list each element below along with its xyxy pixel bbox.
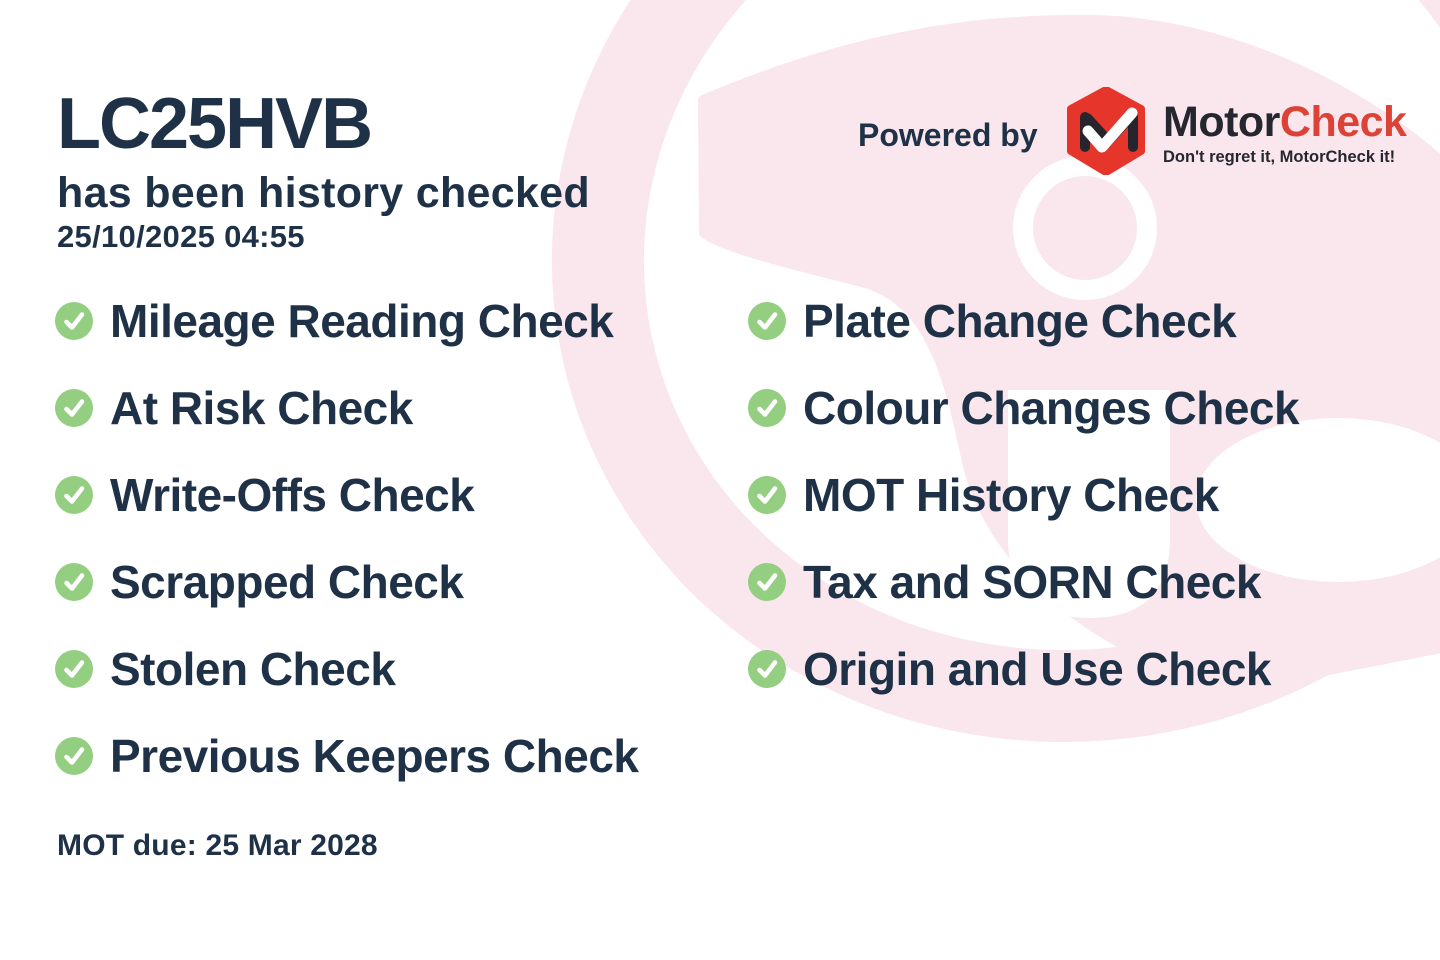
check-circle-icon [55, 562, 93, 601]
check-list-item: Tax and SORN Check [748, 538, 1299, 625]
checklist-left-column: Mileage Reading Check At Risk Check Writ… [55, 277, 639, 799]
check-circle-icon [748, 388, 786, 427]
check-circle-icon [748, 649, 786, 688]
powered-by-label: Powered by [858, 117, 1038, 153]
check-label: Previous Keepers Check [110, 729, 639, 782]
brand-name-check: Check [1279, 98, 1407, 146]
check-label: Mileage Reading Check [110, 294, 614, 347]
check-list-item: Origin and Use Check [748, 625, 1299, 712]
check-label: MOT History Check [803, 468, 1219, 521]
page-subtitle: has been history checked [57, 169, 590, 217]
brand-name: MotorCheck [1163, 98, 1407, 146]
check-label: Origin and Use Check [803, 642, 1272, 695]
check-circle-icon [55, 649, 93, 688]
check-label: Stolen Check [110, 642, 396, 695]
check-list-item: Previous Keepers Check [55, 712, 639, 799]
brand-name-motor: Motor [1163, 98, 1280, 146]
check-label: Plate Change Check [803, 294, 1237, 347]
check-list-item: At Risk Check [55, 364, 639, 451]
mot-due-text: MOT due: 25 Mar 2028 [57, 829, 378, 862]
check-label: At Risk Check [110, 381, 413, 434]
check-circle-icon [748, 562, 786, 601]
page-title: LC25HVB [57, 84, 373, 164]
brand-tagline: Don't regret it, MotorCheck it! [1163, 148, 1396, 166]
check-circle-icon [55, 475, 93, 514]
check-label: Tax and SORN Check [803, 555, 1261, 608]
check-circle-icon [55, 736, 93, 775]
brand-wordmark: MotorCheck Don't regret it, MotorCheck i… [1163, 98, 1407, 166]
check-list-item: Mileage Reading Check [55, 277, 639, 364]
check-label: Scrapped Check [110, 555, 464, 608]
check-circle-icon [748, 301, 786, 340]
check-list-item: Plate Change Check [748, 277, 1299, 364]
check-label: Write-Offs Check [110, 468, 475, 521]
check-list-item: Colour Changes Check [748, 364, 1300, 451]
motorcheck-hexagon-check-icon [1067, 87, 1145, 175]
check-list-item: MOT History Check [748, 451, 1299, 538]
check-timestamp: 25/10/2025 04:55 [57, 219, 305, 254]
check-list-item: Scrapped Check [55, 538, 639, 625]
checklist-right-column: Plate Change Check Colour Changes Check … [748, 277, 1300, 712]
check-circle-icon [55, 388, 93, 427]
check-label: Colour Changes Check [803, 381, 1300, 434]
check-list-item: Stolen Check [55, 625, 639, 712]
check-circle-icon [55, 301, 93, 340]
check-circle-icon [748, 475, 786, 514]
check-list-item: Write-Offs Check [55, 451, 639, 538]
